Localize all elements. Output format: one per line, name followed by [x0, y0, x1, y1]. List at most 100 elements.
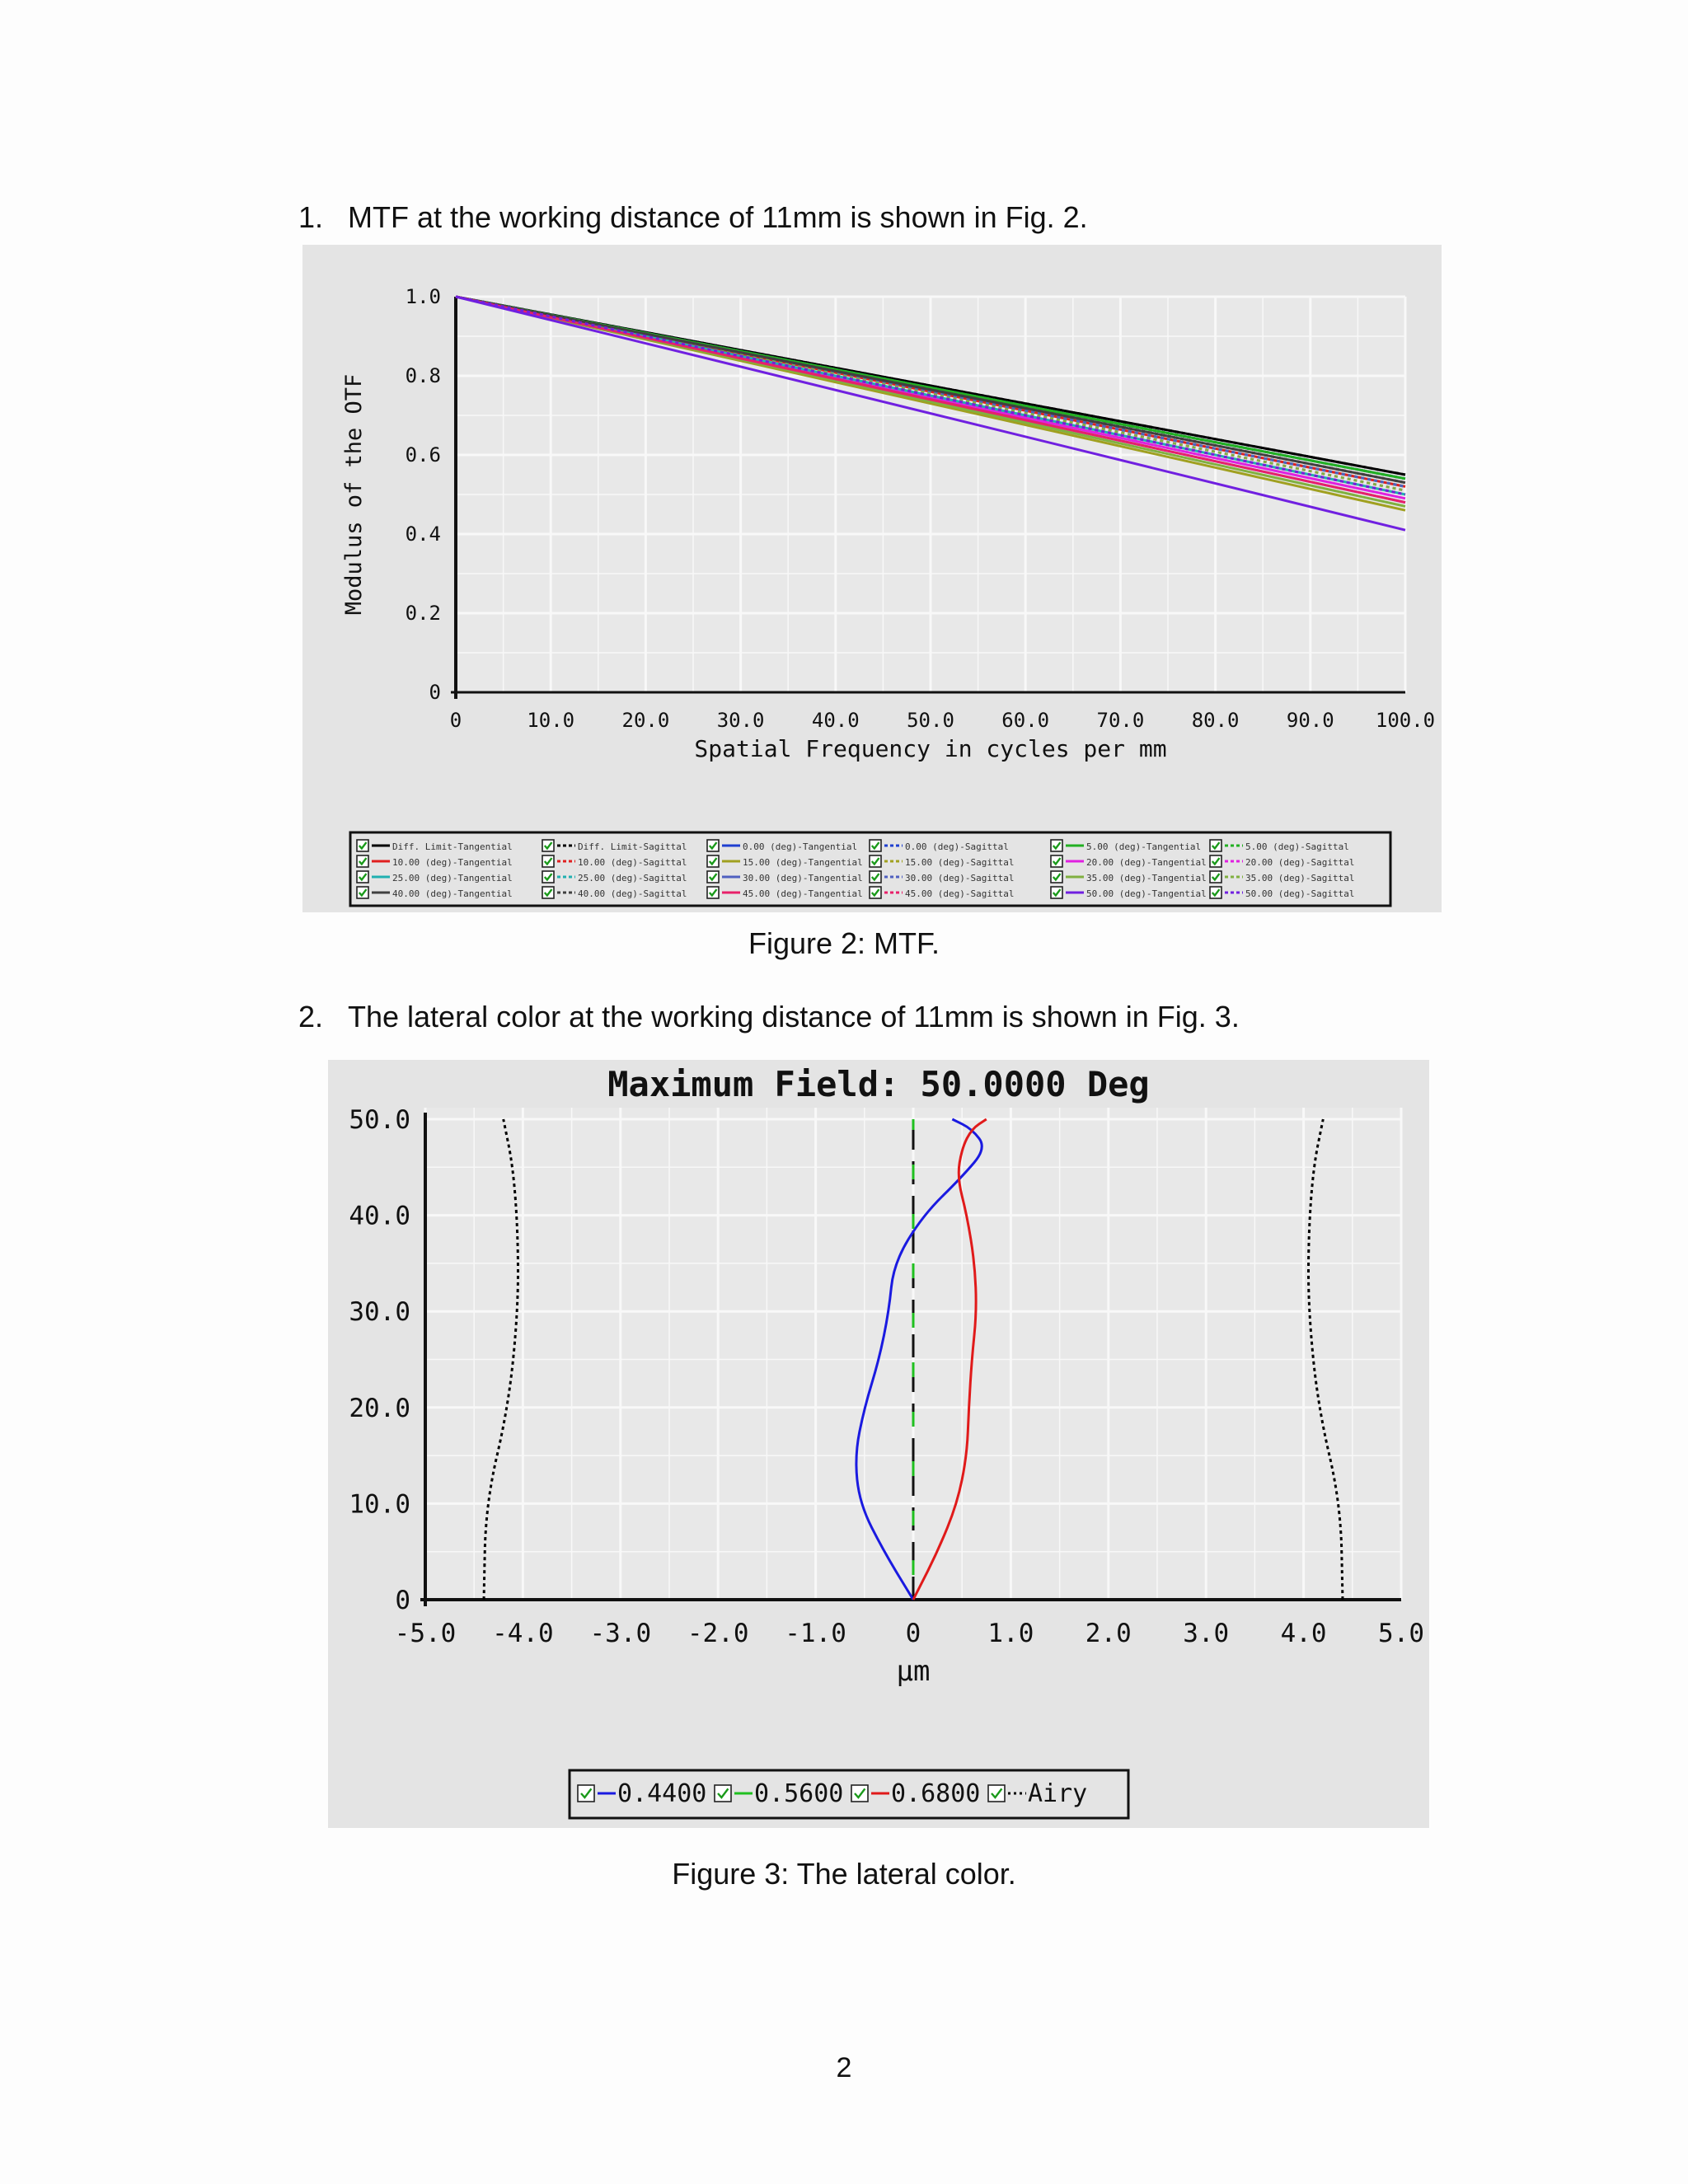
checkbox-icon — [1209, 886, 1222, 899]
y-tick-label: 0.8 — [406, 364, 441, 387]
legend-label: 30.00 (deg)-Tangential — [743, 873, 863, 883]
legend-label: Diff. Limit-Sagittal — [578, 841, 687, 852]
x-tick-label: 60.0 — [1001, 709, 1049, 732]
checkbox-icon — [1209, 855, 1222, 868]
legend-label: 45.00 (deg)-Tangential — [743, 888, 863, 899]
x-tick-label: 40.0 — [812, 709, 860, 732]
y-tick-label: 0 — [395, 1586, 410, 1615]
check-mark-icon — [708, 841, 718, 851]
legend-label: 0.5600 — [754, 1779, 843, 1808]
checkbox-icon — [706, 839, 720, 852]
x-tick-label: -2.0 — [687, 1619, 749, 1648]
y-tick-label: 0.2 — [406, 602, 441, 625]
checkbox-icon — [356, 870, 369, 883]
mtf-series-line — [455, 295, 1406, 485]
y-tick-label: 30.0 — [349, 1297, 410, 1327]
legend-label: Airy — [1028, 1779, 1087, 1808]
check-mark-icon — [717, 1788, 729, 1799]
check-mark-icon — [708, 873, 718, 882]
x-axis-label: Spatial Frequency in cycles per mm — [694, 735, 1166, 762]
checkbox-icon — [706, 886, 720, 899]
mtf-series-line — [455, 295, 1406, 496]
lateral-color-series-line — [855, 1118, 983, 1601]
checkbox-icon — [869, 855, 882, 868]
legend-label: Diff. Limit-Tangential — [392, 841, 513, 852]
legend-label: 10.00 (deg)-Tangential — [392, 857, 513, 868]
x-tick-label: 1.0 — [987, 1619, 1034, 1648]
check-mark-icon — [358, 857, 368, 866]
checkbox-icon — [1209, 870, 1222, 883]
x-tick-label: 0 — [450, 709, 462, 732]
check-mark-icon — [1211, 888, 1221, 898]
x-tick-label: -4.0 — [492, 1619, 554, 1648]
legend-label: 10.00 (deg)-Sagittal — [578, 857, 687, 868]
x-tick-label: 80.0 — [1192, 709, 1240, 732]
x-tick-label: 30.0 — [717, 709, 765, 732]
legend-label: 20.00 (deg)-Sagittal — [1245, 857, 1354, 868]
check-mark-icon — [1211, 841, 1221, 851]
x-tick-label: 50.0 — [907, 709, 954, 732]
checkbox-icon — [542, 870, 555, 883]
lateral-color-series-line — [912, 1118, 987, 1601]
legend-label: 0.00 (deg)-Sagittal — [905, 841, 1009, 852]
legend-label: 35.00 (deg)-Tangential — [1086, 873, 1207, 883]
legend-label: 0.4400 — [617, 1779, 706, 1808]
y-tick-label: 20.0 — [349, 1394, 410, 1423]
legend-label: 25.00 (deg)-Sagittal — [578, 873, 687, 883]
paragraph-text: MTF at the working distance of 11mm is s… — [348, 200, 1088, 234]
legend-label: 15.00 (deg)-Tangential — [743, 857, 863, 868]
check-mark-icon — [870, 841, 880, 851]
legend-label: 40.00 (deg)-Tangential — [392, 888, 513, 899]
legend-label: 0.00 (deg)-Tangential — [743, 841, 857, 852]
figure-3-caption: Figure 3: The lateral color. — [672, 1857, 1016, 1891]
list-item-2: 2. The lateral color at the working dista… — [298, 1000, 1240, 1034]
checkbox-icon — [542, 855, 555, 868]
checkbox-icon — [851, 1784, 869, 1802]
checkbox-icon — [706, 855, 720, 868]
checkbox-icon — [577, 1784, 595, 1802]
y-tick-label: 0 — [429, 681, 441, 704]
check-mark-icon — [854, 1788, 866, 1799]
x-tick-label: -1.0 — [785, 1619, 846, 1648]
check-mark-icon — [358, 888, 368, 898]
check-mark-icon — [708, 888, 718, 898]
y-tick-label: 0.6 — [406, 443, 441, 466]
list-number: 2. — [298, 1000, 324, 1033]
x-tick-label: 2.0 — [1085, 1619, 1132, 1648]
legend-label: 5.00 (deg)-Tangential — [1086, 841, 1201, 852]
legend-label: 0.6800 — [891, 1779, 980, 1808]
check-mark-icon — [991, 1788, 1003, 1799]
legend-label: 50.00 (deg)-Tangential — [1086, 888, 1207, 899]
x-tick-label: -3.0 — [589, 1619, 651, 1648]
legend-label: 50.00 (deg)-Sagittal — [1245, 888, 1354, 899]
legend-label: 15.00 (deg)-Sagittal — [905, 857, 1014, 868]
check-mark-icon — [543, 888, 553, 898]
check-mark-icon — [1052, 857, 1062, 866]
legend-label: 40.00 (deg)-Sagittal — [578, 888, 687, 899]
checkbox-icon — [1050, 839, 1063, 852]
legend-label: 5.00 (deg)-Sagittal — [1245, 841, 1349, 852]
page-number: 2 — [836, 2052, 852, 2083]
checkbox-icon — [714, 1784, 732, 1802]
x-tick-label: 90.0 — [1287, 709, 1334, 732]
paragraph-text: The lateral color at the working distanc… — [348, 1000, 1240, 1033]
check-mark-icon — [543, 857, 553, 866]
check-mark-icon — [1052, 841, 1062, 851]
checkbox-icon — [356, 839, 369, 852]
check-mark-icon — [358, 873, 368, 882]
checkbox-icon — [1050, 886, 1063, 899]
checkbox-icon — [1050, 855, 1063, 868]
checkbox-icon — [542, 839, 555, 852]
y-tick-label: 50.0 — [349, 1105, 410, 1135]
legend-label: 45.00 (deg)-Sagittal — [905, 888, 1014, 899]
check-mark-icon — [870, 888, 880, 898]
mtf-series-line — [455, 295, 1406, 532]
x-tick-label: 70.0 — [1097, 709, 1145, 732]
legend-label: 35.00 (deg)-Sagittal — [1245, 873, 1354, 883]
mtf-figure: 0 10.0 20.0 30.0 40.0 50.0 60.0 70.0 80.0 90.0 100… — [302, 245, 1442, 912]
check-mark-icon — [1211, 873, 1221, 882]
check-mark-icon — [580, 1788, 593, 1799]
lateral-color-chart: Maximum Field: 50.0000 Deg -5.0 -4.0 -3.0 -2… — [349, 1064, 1424, 1820]
x-tick-label: 3.0 — [1183, 1619, 1229, 1648]
legend-label: 30.00 (deg)-Sagittal — [905, 873, 1014, 883]
